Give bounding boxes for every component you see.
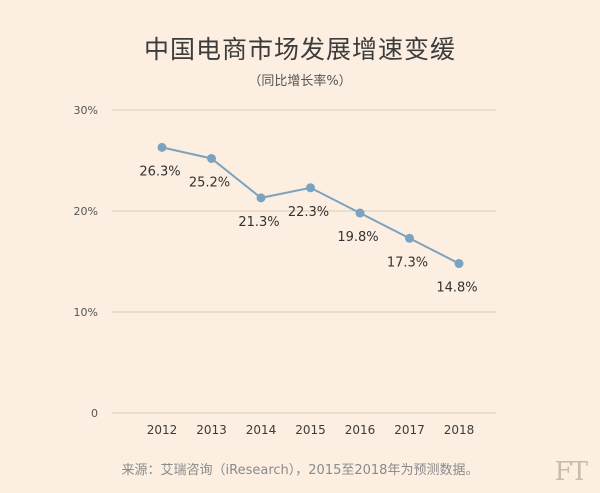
chart-title: 中国电商市场发展增速变缓 bbox=[143, 35, 456, 64]
y-tick-label: 10% bbox=[74, 306, 98, 319]
data-point bbox=[405, 233, 414, 243]
data-label: 14.8% bbox=[436, 281, 477, 296]
x-tick-label: 2012 bbox=[147, 423, 178, 437]
x-tick-label: 2015 bbox=[295, 423, 326, 437]
data-label: 19.8% bbox=[337, 230, 378, 245]
y-tick-label: 0 bbox=[91, 407, 98, 420]
y-tick-label: 20% bbox=[74, 205, 98, 218]
data-label: 25.2% bbox=[189, 175, 230, 190]
source-note: 来源：艾瑞咨询（iResearch），2015至2018年为预测数据。 bbox=[121, 463, 479, 478]
data-label: 17.3% bbox=[387, 255, 428, 270]
y-tick-label: 30% bbox=[74, 104, 98, 117]
data-label: 22.3% bbox=[288, 205, 329, 220]
ft-logo: FT bbox=[554, 457, 588, 487]
x-tick-label: 2014 bbox=[246, 423, 277, 437]
data-point bbox=[355, 208, 365, 218]
x-tick-label: 2018 bbox=[444, 423, 475, 437]
chart-subtitle: （同比增长率%） bbox=[248, 74, 352, 89]
x-tick-label: 2017 bbox=[394, 423, 425, 437]
x-tick-label: 2016 bbox=[345, 423, 376, 437]
data-point bbox=[454, 259, 464, 269]
data-point bbox=[306, 183, 315, 193]
data-point bbox=[207, 153, 216, 163]
data-label: 21.3% bbox=[238, 215, 279, 230]
data-label: 26.3% bbox=[139, 164, 180, 179]
data-point bbox=[256, 193, 266, 203]
data-point bbox=[157, 142, 167, 152]
x-tick-label: 2013 bbox=[196, 423, 227, 437]
